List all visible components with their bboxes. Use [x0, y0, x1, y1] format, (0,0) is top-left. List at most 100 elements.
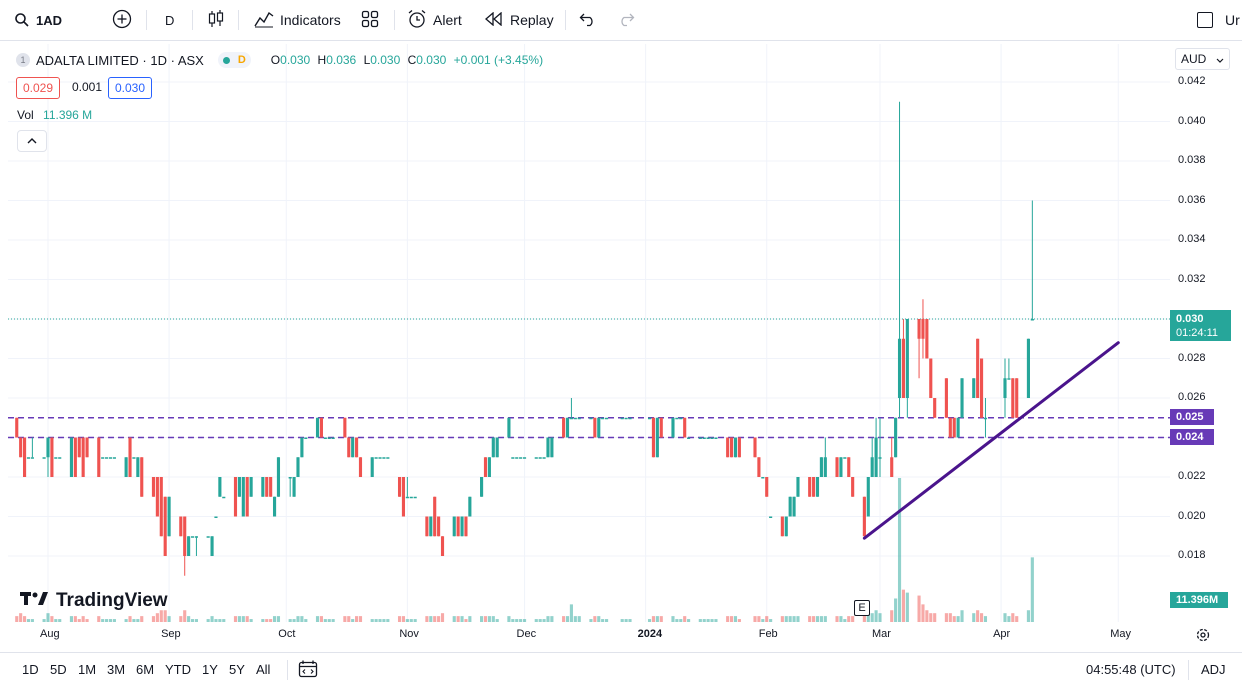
- range-button-1y[interactable]: 1Y: [202, 662, 218, 677]
- range-button-3m[interactable]: 3M: [107, 662, 126, 677]
- templates-button[interactable]: [361, 0, 379, 40]
- trendline-drawing[interactable]: [862, 341, 1120, 540]
- range-button-5d[interactable]: 5D: [50, 662, 67, 677]
- clock-timezone-button[interactable]: 04:55:48 (UTC): [1086, 662, 1176, 677]
- adjust-data-button[interactable]: ADJ: [1201, 662, 1226, 677]
- candle: [58, 457, 62, 459]
- ask-price-box[interactable]: 0.030: [108, 77, 153, 99]
- earnings-marker[interactable]: E: [854, 600, 870, 616]
- candle: [769, 516, 773, 518]
- candle: [726, 437, 730, 458]
- layout-checkbox-button[interactable]: Ur: [1197, 0, 1240, 40]
- range-button-1m[interactable]: 1M: [78, 662, 97, 677]
- volume-bar: [698, 619, 702, 622]
- volume-bar: [843, 619, 847, 622]
- symbol-search-button[interactable]: 1AD: [14, 0, 62, 40]
- indicators-button[interactable]: Indicators: [254, 0, 341, 40]
- volume-bar: [808, 616, 812, 622]
- range-button-all[interactable]: All: [256, 662, 271, 677]
- candle: [894, 417, 898, 458]
- candle: [679, 417, 683, 420]
- candle-body: [835, 457, 839, 477]
- candle: [183, 516, 187, 576]
- candle: [374, 457, 378, 459]
- collapse-legend-button[interactable]: [17, 130, 47, 152]
- alert-label: Alert: [433, 12, 462, 28]
- volume-bar: [851, 616, 855, 622]
- candle-body: [628, 417, 632, 420]
- volume-bar: [976, 610, 980, 622]
- candle-body: [819, 457, 823, 477]
- interval-button[interactable]: D: [165, 0, 174, 40]
- candle-body: [483, 457, 488, 477]
- volume-bar: [155, 613, 159, 622]
- alert-button[interactable]: Alert: [407, 0, 462, 40]
- candle-body: [593, 417, 597, 438]
- tradingview-logo[interactable]: TradingView: [20, 590, 168, 612]
- volume-bar: [960, 610, 964, 622]
- market-status-badge[interactable]: D: [217, 52, 251, 68]
- volume-bar: [628, 619, 632, 622]
- candle-body: [851, 477, 855, 497]
- volume-bar: [624, 619, 628, 622]
- candle: [843, 457, 847, 459]
- chart-type-button[interactable]: [207, 0, 225, 40]
- chart-settings-button[interactable]: [1195, 627, 1211, 648]
- candle-body: [874, 437, 878, 477]
- volume-bar: [194, 619, 198, 622]
- volume-bar: [812, 616, 816, 622]
- go-to-date-button[interactable]: [298, 660, 318, 683]
- volume-bar: [464, 619, 468, 622]
- volume-bar: [753, 616, 757, 622]
- compare-button[interactable]: [112, 0, 132, 40]
- symbol-title[interactable]: ADALTA LIMITED · 1D · ASX: [36, 52, 204, 68]
- time-tick-label: 2024: [637, 628, 663, 640]
- volume-bar: [874, 610, 878, 622]
- candle: [1015, 378, 1019, 418]
- candle-body: [890, 457, 894, 477]
- volume-bar: [573, 616, 577, 622]
- candle: [534, 457, 538, 459]
- chart-area[interactable]: [8, 44, 1238, 652]
- volume-bar: [491, 616, 495, 622]
- candle-body: [601, 417, 605, 420]
- candle-body: [878, 457, 882, 459]
- candle: [562, 417, 566, 438]
- volume-bar: [730, 616, 734, 622]
- replay-button[interactable]: Replay: [485, 0, 554, 40]
- candle-body: [542, 457, 546, 459]
- volume-bar: [487, 616, 491, 622]
- price-chart[interactable]: [8, 44, 1238, 652]
- volume-bar: [671, 616, 675, 622]
- range-button-6m[interactable]: 6M: [136, 662, 155, 677]
- volume-bar: [1003, 613, 1007, 622]
- volume-bar: [382, 619, 386, 622]
- undo-button[interactable]: [579, 0, 597, 40]
- currency-select[interactable]: AUD: [1175, 48, 1230, 70]
- range-button-1d[interactable]: 1D: [22, 662, 39, 677]
- volume-bar: [714, 619, 718, 622]
- redo-button[interactable]: [617, 0, 635, 40]
- time-tick-label: Dec: [516, 628, 537, 640]
- candle: [897, 101, 902, 418]
- volume-bar: [577, 616, 581, 622]
- range-button-ytd[interactable]: YTD: [165, 662, 191, 677]
- candle: [73, 437, 77, 477]
- candle-body: [550, 437, 554, 458]
- candle: [46, 437, 50, 477]
- candle-body: [433, 496, 437, 537]
- volume-bar: [437, 616, 441, 622]
- volume-bar: [597, 616, 601, 622]
- candle-body: [792, 496, 796, 517]
- candle-body: [1026, 338, 1030, 398]
- volume-bar: [593, 616, 597, 622]
- range-button-5y[interactable]: 5Y: [229, 662, 245, 677]
- candle-body: [26, 457, 31, 459]
- volume-bar: [397, 616, 402, 622]
- candle: [300, 437, 304, 458]
- volume-bar: [124, 619, 128, 622]
- volume-bar: [460, 616, 464, 622]
- candle-body: [425, 516, 429, 537]
- candle-body: [905, 319, 909, 398]
- bid-price-box[interactable]: 0.029: [16, 77, 61, 99]
